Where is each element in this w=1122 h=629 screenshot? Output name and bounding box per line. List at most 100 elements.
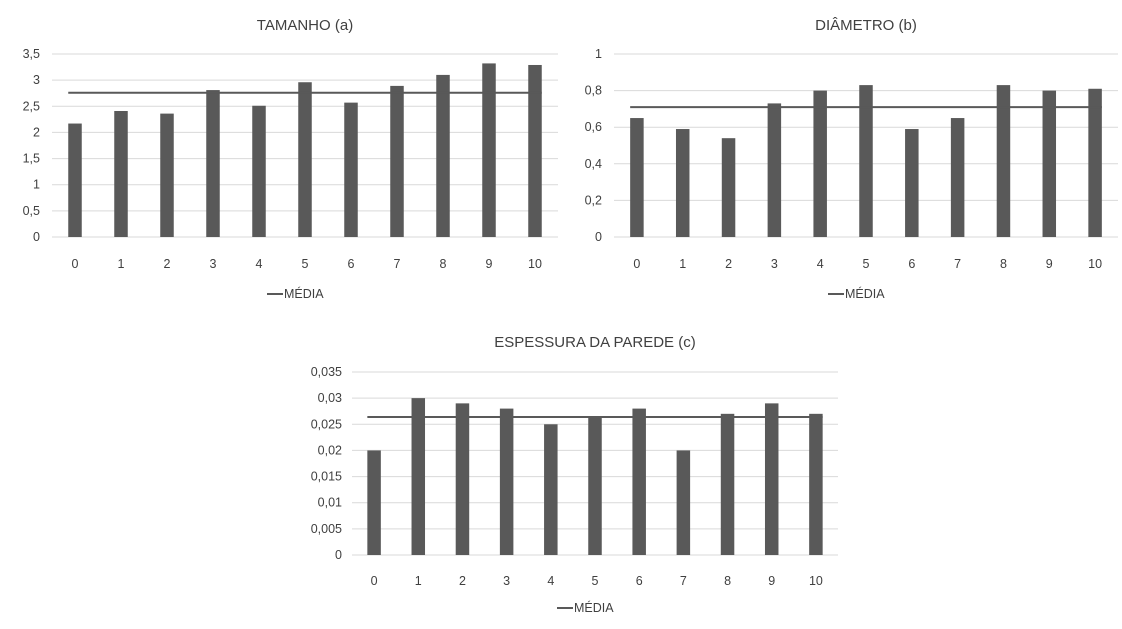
y-tick-label: 1 (33, 178, 40, 192)
y-tick-label: 0,005 (311, 522, 342, 536)
x-tick-label: 2 (164, 257, 171, 271)
x-tick-label: 5 (592, 574, 599, 588)
bar (344, 102, 358, 237)
y-tick-label: 2 (33, 125, 40, 139)
x-tick-label: 1 (415, 574, 422, 588)
bar (528, 64, 542, 237)
bar (298, 82, 312, 237)
y-tick-label: 0,01 (318, 496, 342, 510)
y-tick-label: 0 (33, 230, 40, 244)
x-tick-label: 8 (1000, 257, 1007, 271)
legend: MÉDIA (828, 286, 885, 301)
bar (813, 90, 827, 237)
x-tick-label: 10 (1088, 257, 1102, 271)
y-tick-label: 1,5 (23, 152, 40, 166)
y-tick-label: 2,5 (23, 99, 40, 113)
bar (809, 413, 823, 555)
x-tick-label: 8 (724, 574, 731, 588)
y-tick-label: 0,6 (585, 120, 602, 134)
x-tick-label: 7 (394, 257, 401, 271)
bar (721, 138, 736, 237)
bar (764, 403, 779, 555)
x-tick-label: 4 (547, 574, 554, 588)
bar (632, 408, 646, 555)
bar (114, 110, 128, 237)
x-tick-label: 5 (863, 257, 870, 271)
y-tick-label: 0,8 (585, 84, 602, 98)
x-tick-label: 3 (210, 257, 217, 271)
y-tick-label: 1 (595, 47, 602, 61)
y-tick-label: 0,025 (311, 417, 342, 431)
bar (630, 118, 644, 237)
chart-panel-1: DIÂMETRO (b)00,20,40,60,810 1 2 3 4 5 6 7 8 9 10MÉ… (585, 17, 1118, 301)
legend-label: MÉDIA (845, 286, 885, 301)
bar (390, 85, 404, 237)
y-tick-label: 3,5 (23, 47, 40, 61)
chart-panel-2: ESPESSURA DA PAREDE (c) 0 0,005 0,01 0,015 0,… (311, 334, 838, 615)
y-tick-label: 0,02 (318, 443, 342, 457)
y-tick-label: 0,5 (23, 204, 40, 218)
legend: MÉDIA (267, 286, 324, 301)
y-tick-label: 0 (335, 548, 342, 562)
legend-label: MÉDIA (574, 600, 614, 615)
x-tick-label: 4 (256, 257, 263, 271)
bar (68, 123, 82, 237)
y-tick-label: 0 (595, 230, 602, 244)
x-tick-label: 9 (486, 257, 493, 271)
y-tick-label: 0,03 (318, 391, 342, 405)
x-tick-label: 9 (768, 574, 775, 588)
bar (455, 403, 470, 555)
bar (411, 398, 426, 555)
y-tick-label: 0,015 (311, 470, 342, 484)
x-tick-label: 6 (908, 257, 915, 271)
bar (859, 85, 873, 237)
x-tick-label: 0 (72, 257, 79, 271)
bar (367, 450, 381, 555)
bar (436, 74, 450, 238)
bar (544, 424, 558, 555)
x-tick-label: 3 (503, 574, 510, 588)
x-tick-label: 10 (528, 257, 542, 271)
x-tick-label: 2 (459, 574, 466, 588)
chart-title: DIÂMETRO (b) (815, 17, 917, 34)
bar (720, 413, 735, 555)
bar (206, 90, 220, 237)
bar (905, 129, 919, 237)
bar (588, 416, 602, 555)
legend-label: MÉDIA (284, 286, 324, 301)
y-tick-label: 0,4 (585, 157, 602, 171)
x-tick-label: 2 (725, 257, 732, 271)
bar (160, 113, 174, 237)
y-tick-label: 0,035 (311, 365, 342, 379)
bar (1088, 88, 1102, 238)
bar (499, 408, 514, 555)
x-tick-label: 7 (680, 574, 687, 588)
bar (676, 450, 691, 555)
bar (1042, 90, 1057, 237)
bar (996, 85, 1011, 237)
chart-title: ESPESSURA DA PAREDE (c) (494, 334, 695, 351)
x-tick-label: 7 (954, 257, 961, 271)
x-tick-label: 4 (817, 257, 824, 271)
chart-title: TAMANHO (a) (257, 17, 353, 34)
bar (252, 105, 266, 238)
x-tick-label: 8 (440, 257, 447, 271)
x-tick-label: 3 (771, 257, 778, 271)
bar (950, 118, 965, 237)
x-tick-label: 0 (633, 257, 640, 271)
x-tick-label: 5 (302, 257, 309, 271)
y-tick-label: 0,2 (585, 193, 602, 207)
chart-panel-0: TAMANHO (a) 0 0,5 1 1,5 2 2,5 3 3,5 0 1 2 3 4 5 6 7 8 9 10 M… (23, 17, 558, 301)
bar (482, 63, 496, 237)
bar (767, 103, 782, 237)
x-tick-label: 1 (118, 257, 125, 271)
x-tick-label: 6 (636, 574, 643, 588)
x-tick-label: 0 (371, 574, 378, 588)
x-tick-label: 10 (809, 574, 823, 588)
x-tick-label: 9 (1046, 257, 1053, 271)
x-tick-label: 6 (348, 257, 355, 271)
bar (675, 129, 690, 237)
x-tick-label: 1 (679, 257, 686, 271)
